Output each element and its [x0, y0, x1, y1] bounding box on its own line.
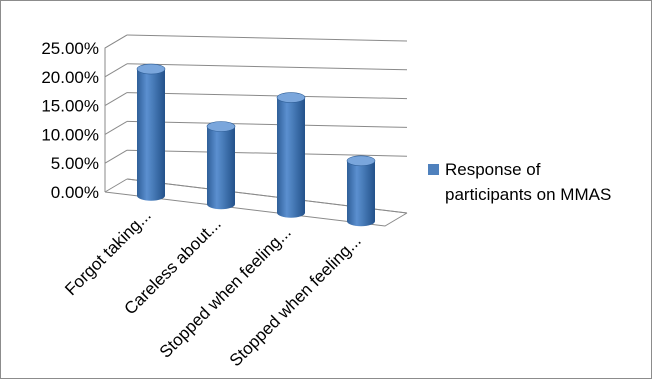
y-tick-label: 25.00%	[41, 39, 99, 58]
x-axis-categories: Forgot taking...Careless about...Stopped…	[61, 206, 365, 371]
side-wall	[104, 34, 128, 192]
gridline	[126, 63, 408, 71]
legend: Response of participants on MMAS	[428, 160, 611, 204]
floor-edge	[104, 191, 408, 227]
y-axis-ticks: 0.00% 5.00% 10.00% 15.00% 20.00% 25.00%	[41, 39, 99, 202]
bar-body	[137, 69, 165, 201]
bar-top	[276, 92, 306, 103]
gridline	[126, 34, 408, 42]
y-tick-label: 20.00%	[41, 68, 99, 87]
bar-body	[277, 97, 305, 218]
legend-swatch	[428, 164, 439, 175]
gridline	[126, 149, 408, 157]
bar-top	[206, 121, 236, 132]
gridline-side	[104, 120, 128, 135]
bar-body	[347, 160, 375, 227]
y-tick-label: 5.00%	[51, 154, 99, 173]
y-tick-label: 10.00%	[41, 125, 99, 144]
bar-top	[136, 63, 166, 75]
gridline-side	[104, 149, 128, 164]
x-category-label: Stopped when feeling...	[156, 223, 295, 362]
gridline-side	[104, 92, 128, 107]
bar	[276, 92, 306, 218]
gridline	[126, 92, 408, 100]
gridline	[126, 120, 408, 128]
gridline-side	[104, 34, 128, 49]
x-category-label: Stopped when feeling...	[226, 231, 365, 370]
y-tick-label: 0.00%	[51, 183, 99, 202]
bar-top	[346, 155, 376, 167]
bar	[346, 155, 376, 227]
y-tick-label: 15.00%	[41, 97, 99, 116]
bars	[136, 63, 376, 227]
gridline-side	[104, 178, 128, 193]
bar-body	[207, 126, 235, 210]
bar	[206, 121, 236, 210]
gridline-side	[104, 63, 128, 78]
legend-label: Response of participants on MMAS	[445, 160, 611, 204]
bar	[136, 63, 166, 201]
